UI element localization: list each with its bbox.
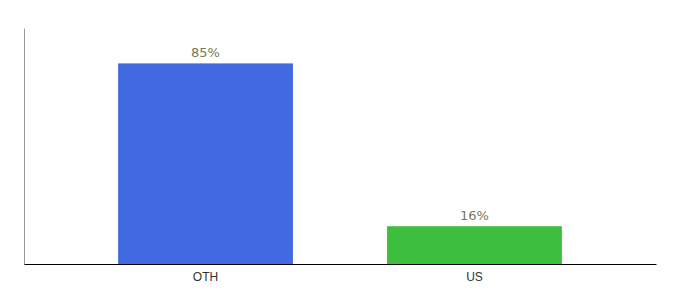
data-labels: 85% 16% [191, 45, 489, 223]
plot: OTH US 85% 16% [25, 29, 657, 284]
bar [387, 226, 562, 264]
x-tick: OTH [193, 270, 218, 284]
x-axis: OTH US [25, 265, 657, 284]
chart: OTH US 85% 16% [0, 0, 680, 300]
bars [118, 63, 562, 264]
data-label: 85% [191, 45, 220, 60]
data-label: 16% [460, 208, 489, 223]
x-tick-label: US [466, 270, 483, 284]
bar [118, 63, 293, 264]
x-tick: US [466, 270, 483, 284]
x-axis-line [25, 264, 657, 265]
y-axis-line [24, 29, 25, 265]
x-tick-label: OTH [193, 270, 218, 284]
y-axis [24, 29, 25, 265]
